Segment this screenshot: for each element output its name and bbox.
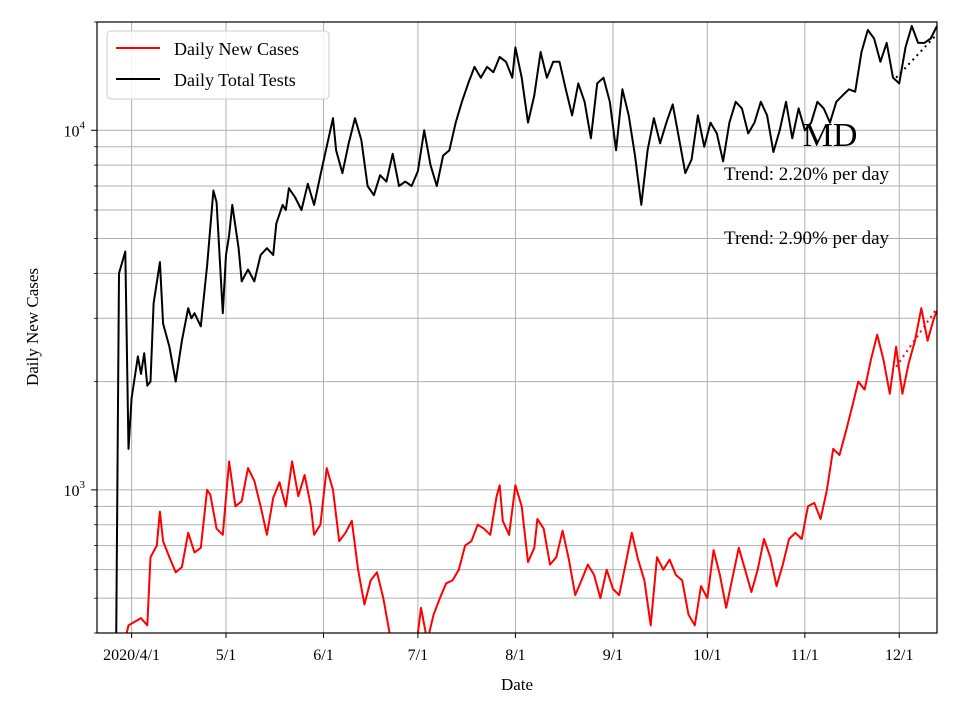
plot-frame: [96, 21, 938, 634]
y-axis-ticks: 103 104: [64, 21, 97, 634]
y-tick-label: 103: [64, 479, 86, 500]
x-tick-label: 9/1: [603, 647, 623, 664]
x-tick-label: 7/1: [408, 647, 428, 664]
x-tick-label: 8/1: [505, 647, 525, 664]
x-tick-label: 5/1: [216, 647, 236, 664]
x-tick-label: 10/1: [693, 647, 721, 664]
x-tick-label: 6/1: [313, 647, 333, 664]
legend: Daily New Cases Daily Total Tests: [106, 30, 330, 100]
trend-annotation-2: Trend: 2.90% per day: [724, 228, 889, 249]
y-axis-label: Daily New Cases: [23, 268, 42, 386]
legend-label-tests: Daily Total Tests: [174, 70, 296, 90]
x-axis-label: Date: [501, 675, 533, 694]
y-tick-label: 104: [64, 119, 86, 140]
series-line-daily-new-cases: [125, 307, 937, 633]
x-gridlines: [131, 22, 900, 633]
x-tick-label: 12/1: [885, 647, 913, 664]
trend-line-tests: [895, 33, 937, 79]
x-axis-ticks: 2020/4/1 5/1 6/1 7/1 8/1 9/1 10/1 11/1 12/1: [103, 633, 913, 664]
chart-title: MD: [803, 117, 858, 154]
series-layer: [115, 25, 937, 633]
x-tick-label: 11/1: [791, 647, 819, 664]
series-line-daily-total-tests: [115, 25, 937, 633]
legend-box: [106, 30, 330, 100]
trend-annotation-1: Trend: 2.20% per day: [724, 164, 889, 185]
x-tick-label: 2020/4/1: [103, 647, 160, 664]
legend-label-cases: Daily New Cases: [174, 39, 299, 59]
